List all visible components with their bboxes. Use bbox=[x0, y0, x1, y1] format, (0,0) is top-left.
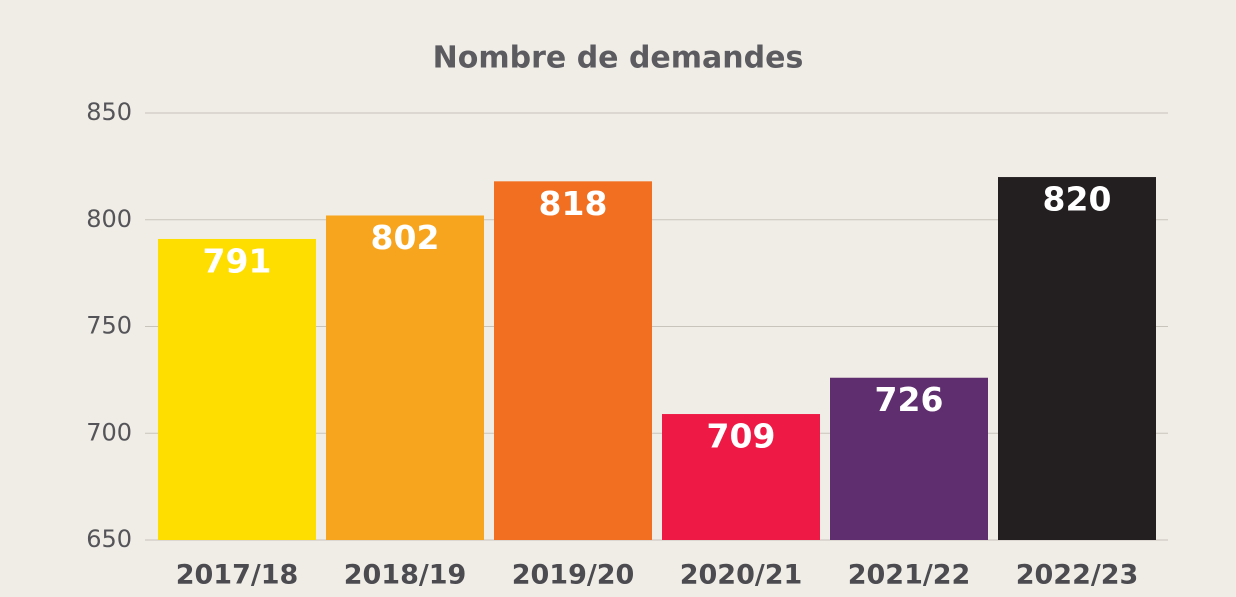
y-tick-label: 650 bbox=[86, 525, 132, 553]
y-tick-label: 750 bbox=[86, 312, 132, 340]
x-tick-label: 2018/19 bbox=[344, 560, 467, 591]
x-tick-label: 2022/23 bbox=[1016, 560, 1139, 591]
x-tick-label: 2021/22 bbox=[848, 560, 971, 591]
x-tick-label: 2019/20 bbox=[512, 560, 635, 591]
bar bbox=[662, 414, 820, 540]
chart-title: Nombre de demandes bbox=[433, 41, 804, 76]
y-tick-label: 850 bbox=[86, 98, 132, 126]
bar bbox=[158, 238, 316, 540]
data-label: 802 bbox=[371, 218, 440, 257]
bar bbox=[494, 181, 652, 540]
y-tick-label: 800 bbox=[86, 205, 132, 233]
data-label: 818 bbox=[539, 184, 608, 223]
bar bbox=[326, 215, 484, 541]
x-tick-label: 2020/21 bbox=[680, 560, 803, 591]
y-tick-label: 700 bbox=[86, 418, 132, 446]
bar bbox=[830, 377, 988, 540]
data-label: 726 bbox=[875, 380, 944, 419]
data-label: 709 bbox=[707, 417, 776, 456]
x-tick-label: 2017/18 bbox=[176, 560, 299, 591]
data-label: 820 bbox=[1043, 180, 1112, 219]
data-label: 791 bbox=[203, 241, 272, 280]
bar bbox=[998, 177, 1156, 541]
